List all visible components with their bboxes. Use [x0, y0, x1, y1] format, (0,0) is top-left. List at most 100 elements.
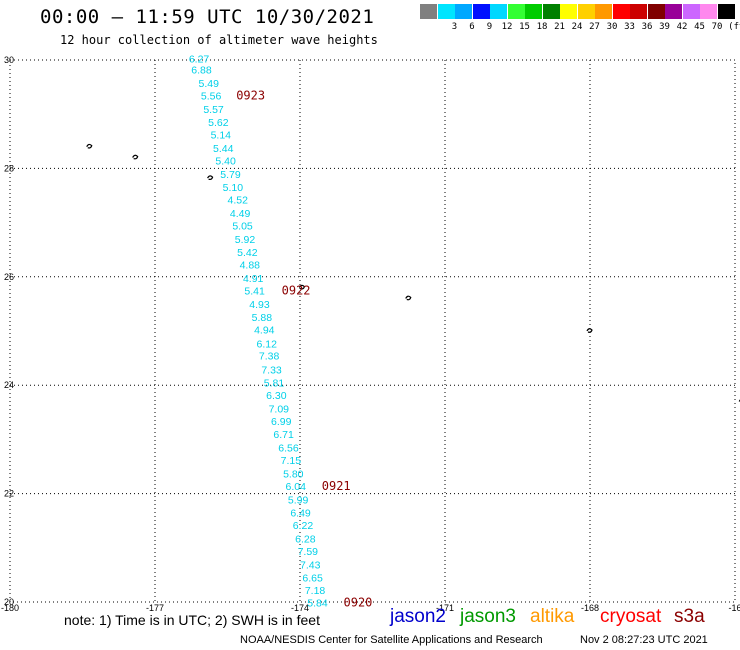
- scale-label: 21: [554, 22, 565, 32]
- midway-icon: [132, 154, 139, 160]
- pearl-hermes-icon: [207, 175, 214, 181]
- swh-value-label: 5.88: [252, 312, 273, 324]
- scale-label: 42: [676, 22, 688, 32]
- legend-item-jason3: jason3: [460, 606, 516, 627]
- page-subtitle: 12 hour collection of altimeter wave hei…: [60, 33, 378, 47]
- scale-swatch: [647, 4, 665, 19]
- scale-swatch: [525, 4, 542, 19]
- scale-swatch: [717, 4, 735, 19]
- scale-label: 12: [501, 22, 513, 32]
- swh-value-label: 7.09: [269, 403, 290, 415]
- swh-value-label: 5.81: [264, 377, 285, 389]
- swh-value-label: 6.65: [302, 572, 323, 584]
- lon-tick-label: -174: [291, 603, 309, 613]
- swh-value-label: 5.84: [307, 597, 328, 609]
- swh-value-label: 4.91: [243, 273, 264, 285]
- scale-label: 70: [711, 22, 723, 32]
- scale-label: 6: [469, 22, 475, 32]
- legend-item-jason2: jason2: [390, 606, 446, 627]
- footer-credit: NOAA/NESDIS Center for Satellite Applica…: [240, 634, 708, 646]
- scale-label: 33: [624, 22, 635, 32]
- swh-value-label: 6.99: [271, 416, 292, 428]
- pass-time-label: 0922: [282, 284, 311, 298]
- pass-time-labels: 0923 0922 0921 0920: [236, 89, 372, 610]
- pass-time-label: 0921: [322, 479, 351, 493]
- swh-value-label: 7.15: [281, 455, 302, 467]
- lat-tick-label: 24: [4, 380, 14, 390]
- lon-tick-label: -180: [1, 603, 19, 613]
- scale-swatch: [455, 4, 472, 19]
- lat-tick-label: 26: [4, 272, 14, 282]
- swh-value-label: 6.28: [295, 533, 316, 545]
- swh-value-label: 6.12: [257, 338, 278, 350]
- swh-value-label: 5.41: [244, 286, 265, 298]
- lat-tick-label: 28: [4, 163, 14, 173]
- lon-tick-label: -168: [581, 603, 599, 613]
- scale-label: 24: [571, 22, 583, 32]
- swh-value-label: 7.33: [261, 364, 282, 376]
- satellite-track: 6.276.885.495.565.575.625.145.445.405.79…: [189, 54, 328, 610]
- swh-value-label: 5.14: [211, 130, 232, 142]
- scale-swatch: [507, 4, 525, 19]
- swh-value-label: 6.71: [273, 429, 294, 441]
- generation-timestamp: Nov 2 08:27:23 UTC 2021: [580, 634, 708, 646]
- swh-value-label: 4.49: [230, 208, 251, 220]
- scale-label: 36: [641, 22, 653, 32]
- lisianski-icon: [298, 284, 306, 290]
- scale-unit-label: (ft): [728, 22, 740, 32]
- swh-value-label: 6.30: [266, 390, 287, 402]
- scale-label: 27: [589, 22, 600, 32]
- swh-value-label: 5.40: [215, 156, 236, 168]
- legend-item-s3a: s3a: [674, 606, 705, 627]
- lat-tick-label: 30: [4, 55, 14, 65]
- scale-label: 15: [519, 22, 530, 32]
- kure-atoll-icon: [86, 143, 93, 149]
- swh-value-label: 5.42: [237, 247, 258, 259]
- swh-value-label: 7.18: [305, 585, 326, 597]
- units-note: note: 1) Time is in UTC; 2) SWH is in fe…: [64, 612, 320, 628]
- lat-tick-label: 22: [4, 489, 14, 499]
- swh-value-label: 4.93: [249, 299, 270, 311]
- scale-label: 39: [659, 22, 670, 32]
- scale-swatch: [665, 4, 682, 19]
- swh-value-label: 6.88: [191, 65, 212, 77]
- laysan-icon: [405, 295, 412, 301]
- swh-value-label: 6.04: [286, 481, 307, 493]
- gardner-icon: [586, 328, 593, 333]
- credit-text: NOAA/NESDIS Center for Satellite Applica…: [240, 634, 543, 646]
- page-title: 00:00 – 11:59 UTC 10/30/2021: [40, 6, 375, 28]
- swh-value-label: 5.49: [199, 78, 220, 90]
- swh-value-label: 7.38: [259, 351, 280, 363]
- swh-value-label: 5.10: [223, 182, 244, 194]
- scale-swatch: [542, 4, 560, 19]
- scale-swatch: [437, 4, 455, 19]
- scale-swatch: [560, 4, 577, 19]
- lon-tick-label: -16: [728, 603, 740, 613]
- scale-swatch: [682, 4, 700, 19]
- swh-value-label: 7.59: [298, 546, 319, 558]
- swh-value-label: 4.52: [228, 195, 249, 207]
- swh-value-label: 5.05: [232, 221, 253, 233]
- swh-value-label: 5.57: [203, 104, 224, 116]
- scale-swatch: [700, 4, 717, 19]
- pass-time-label: 0923: [236, 89, 265, 103]
- swh-value-label: 5.79: [220, 169, 241, 181]
- island-outlines: [86, 143, 740, 402]
- swh-value-label: 5.62: [208, 117, 229, 129]
- scale-label: 45: [694, 22, 705, 32]
- swh-value-label: 5.56: [201, 91, 222, 103]
- legend-item-altika: altika: [530, 606, 575, 627]
- lat-lon-grid: [9, 59, 736, 603]
- scale-label: 3: [451, 22, 458, 32]
- swh-value-label: 4.94: [254, 325, 275, 337]
- scale-swatch: [630, 4, 647, 19]
- map-frame: [9, 59, 736, 603]
- axis-tick-labels: -180 -177 -174 -171 -168 -16 30 28 26 24 22 20: [1, 55, 740, 613]
- swh-value-label: 5.80: [283, 468, 304, 480]
- swh-value-label: 6.56: [278, 442, 299, 454]
- swh-value-label: 6.27: [189, 54, 210, 66]
- lon-tick-label: -171: [436, 603, 454, 613]
- pass-time-label: 0920: [344, 595, 373, 609]
- scale-swatch: [472, 4, 490, 19]
